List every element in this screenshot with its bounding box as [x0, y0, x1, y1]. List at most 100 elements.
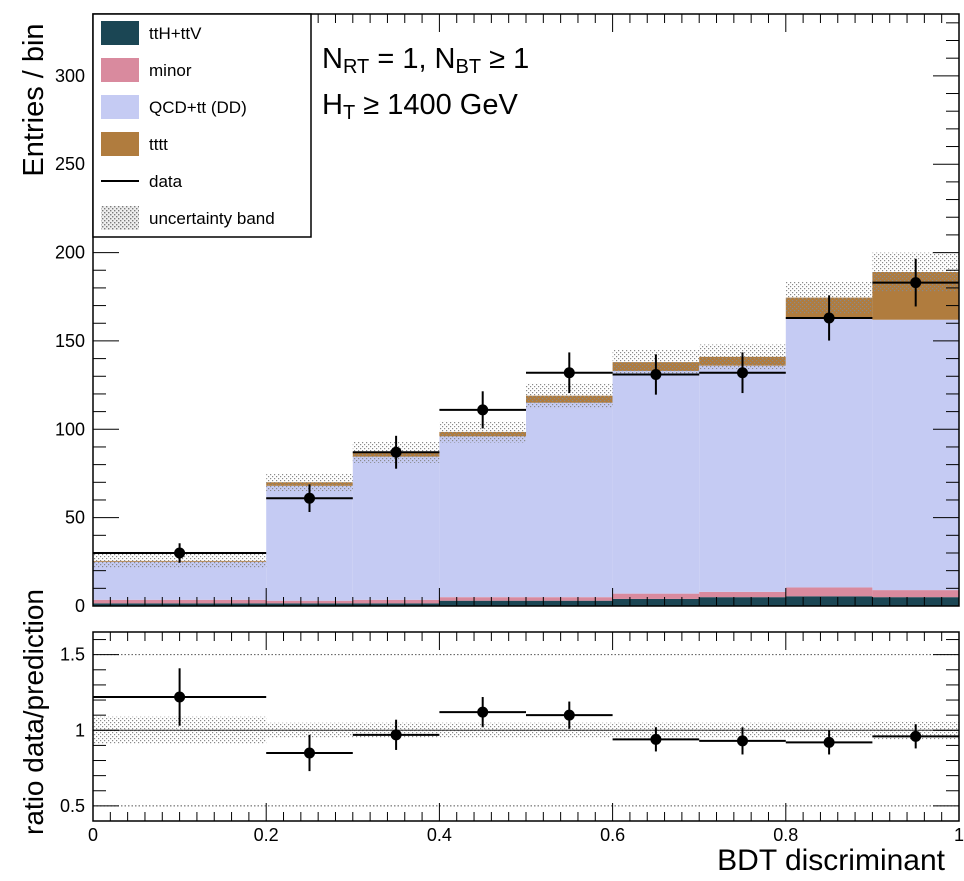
stacked-bars — [93, 272, 959, 606]
ratio-point — [699, 727, 786, 755]
main-panel: 0 50 100 150 200 250 300 ttH+ttV minor QCD+tt (D… — [18, 13, 960, 616]
data-marker — [477, 404, 489, 416]
bar-minor-bin-4 — [526, 597, 613, 601]
legend-swatch — [101, 95, 139, 119]
y-axis-label: Entries / bin — [18, 23, 50, 176]
data-point — [526, 352, 613, 394]
x-axis-label: BDT discriminant — [717, 844, 946, 877]
legend-label: uncertainty band — [149, 209, 275, 228]
bar-qcd-tt-dd--bin-4 — [526, 402, 613, 598]
x-tick-label: 1 — [954, 825, 964, 845]
bar-qcd-tt-dd--bin-0 — [93, 561, 267, 600]
bar-qcd-tt-dd--bin-7 — [785, 318, 873, 588]
x-tick-label: 0.8 — [773, 825, 798, 845]
bar-qcd-tt-dd--bin-2 — [352, 456, 440, 600]
data-marker — [823, 312, 835, 324]
bar-minor-bin-6 — [699, 591, 786, 598]
bar-tth-ttv-bin-8 — [872, 597, 959, 606]
annotation-line: NRT = 1, NBT ≥ 1 — [322, 43, 529, 78]
ratio-y-tick-label: 1 — [75, 720, 85, 740]
data-point — [785, 295, 873, 341]
ratio-marker — [650, 733, 662, 745]
data-marker — [737, 367, 748, 379]
ratio-point — [785, 730, 873, 755]
legend: ttH+ttV minor QCD+tt (DD) tttt data uncertain… — [92, 13, 312, 238]
bar-minor-bin-1 — [266, 600, 353, 604]
bar-tth-ttv-bin-3 — [439, 600, 526, 606]
data-point — [612, 354, 700, 395]
bar-tth-ttv-bin-5 — [612, 598, 700, 606]
legend-entry: ttH+ttV — [101, 21, 202, 45]
y-tick-label: 200 — [55, 243, 85, 263]
annotation-subscript: RT — [343, 56, 369, 78]
data-point — [439, 391, 526, 429]
legend-box — [92, 13, 312, 238]
legend-label: minor — [149, 61, 192, 80]
annotation-text: = 1, N — [369, 43, 455, 75]
ratio-marker — [477, 706, 489, 718]
ratio-point — [352, 719, 440, 750]
ratio-axes: 0.5 1 1.5 0 0.2 0.4 0.6 0.8 1 — [60, 631, 964, 845]
data-marker — [174, 547, 186, 559]
bar-tth-ttv-bin-6 — [699, 597, 786, 606]
ratio-point — [526, 701, 613, 729]
x-tick-label: 0.4 — [427, 825, 452, 845]
ratio-marker — [390, 729, 402, 741]
ratio-y-tick-label: 0.5 — [60, 796, 85, 816]
ratio-marker — [823, 736, 835, 748]
legend-entry: data — [101, 172, 183, 191]
annotation-line: HT ≥ 1400 GeV — [322, 89, 518, 124]
y-tick-label: 100 — [55, 419, 85, 439]
data-point — [352, 435, 440, 469]
annotation-text: N — [322, 43, 343, 75]
x-tick-label: 0 — [88, 825, 98, 845]
selection-annotation: NRT = 1, NBT ≥ 1 HT ≥ 1400 GeV — [322, 43, 529, 124]
annotation-text: H — [322, 89, 343, 121]
legend-entry: uncertainty band — [101, 206, 275, 230]
bar-tth-ttv-bin-1 — [266, 603, 353, 606]
data-marker — [910, 277, 922, 289]
bar-minor-bin-5 — [612, 593, 700, 599]
legend-entry: minor — [101, 58, 192, 82]
ratio-marker — [737, 735, 748, 747]
legend-swatch — [101, 21, 139, 45]
data-point — [872, 258, 959, 307]
x-tick-label: 0.2 — [254, 825, 279, 845]
legend-label: data — [149, 172, 183, 191]
bar-minor-bin-8 — [872, 590, 959, 598]
annotation-text: ≥ 1 — [481, 43, 529, 75]
bar-qcd-tt-dd--bin-3 — [439, 436, 526, 598]
y-tick-label: 50 — [65, 508, 85, 528]
data-points — [93, 258, 959, 563]
bar-minor-bin-2 — [352, 599, 440, 604]
ratio-point — [439, 697, 526, 728]
data-marker — [563, 367, 575, 379]
bar-qcd-tt-dd--bin-8 — [872, 319, 959, 591]
bar-tth-ttv-bin-7 — [785, 596, 873, 606]
legend-swatch — [101, 206, 139, 230]
data-marker — [650, 369, 662, 381]
ratio-point — [266, 734, 353, 772]
bar-qcd-tt-dd--bin-5 — [612, 370, 700, 594]
annotation-text: ≥ 1400 GeV — [355, 89, 518, 121]
ratio-point — [93, 668, 267, 726]
legend-label: tttt — [149, 135, 168, 154]
y-tick-label: 150 — [55, 331, 85, 351]
y-tick-label: 0 — [75, 596, 85, 616]
legend-label: QCD+tt (DD) — [149, 98, 247, 117]
legend-label: ttH+ttV — [149, 24, 202, 43]
ratio-panel: 0.5 1 1.5 0 0.2 0.4 0.6 0.8 1 ratio data/predict… — [18, 589, 964, 877]
y-tick-label: 250 — [55, 154, 85, 174]
ratio-points — [93, 668, 959, 772]
ratio-marker — [304, 747, 315, 759]
legend-entry: QCD+tt (DD) — [101, 95, 247, 119]
bar-tth-ttv-bin-4 — [526, 600, 613, 606]
uncertainty-bin-3 — [439, 421, 526, 443]
ratio-uncertainty-band — [93, 716, 959, 744]
data-point — [699, 352, 786, 394]
ratio-y-tick-label: 1.5 — [60, 645, 85, 665]
data-marker — [304, 492, 315, 504]
annotation-subscript: T — [343, 102, 355, 124]
legend-swatch — [101, 132, 139, 156]
